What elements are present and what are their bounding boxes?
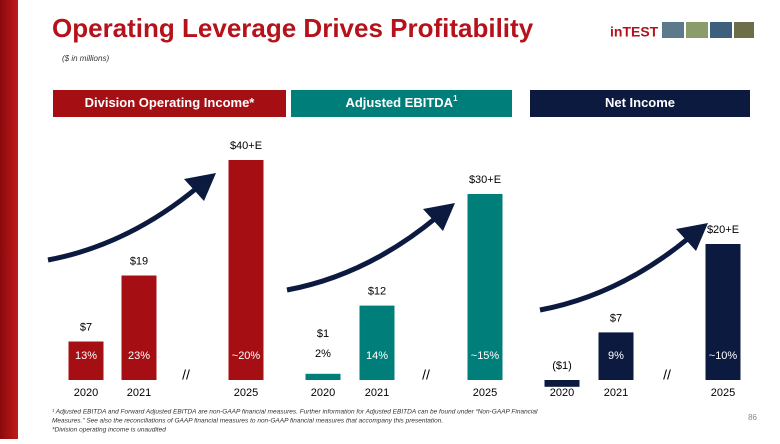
margin-label: 13% — [75, 350, 97, 362]
arrow-head — [184, 173, 216, 201]
arrow-body — [539, 235, 692, 313]
value-label: $7 — [80, 321, 92, 333]
margin-label: 2% — [315, 348, 331, 360]
margin-label: 9% — [608, 350, 624, 362]
bar — [359, 305, 395, 380]
logo: inTEST — [610, 24, 659, 40]
footnote: *Division operating income is unaudited — [52, 427, 166, 434]
slide-title: Operating Leverage Drives Profitability — [52, 13, 534, 43]
x-tick-label: 2025 — [711, 387, 735, 399]
bar — [705, 244, 741, 380]
margin-label: ~20% — [232, 350, 261, 362]
x-tick-label: 2020 — [74, 387, 98, 399]
footnote: Measures.” See also the reconciliations … — [52, 418, 443, 425]
page-number: 86 — [748, 413, 757, 422]
growth-arrow — [286, 203, 455, 293]
margin-label: 23% — [128, 350, 150, 362]
x-tick-label: 2020 — [550, 387, 574, 399]
axis-break: // — [182, 367, 190, 383]
x-tick-label: 2025 — [234, 387, 258, 399]
axis-break: // — [422, 367, 430, 383]
chart-title-text: Adjusted EBITDA — [345, 95, 453, 110]
x-tick-label: 2025 — [473, 387, 497, 399]
bar — [467, 194, 503, 380]
chart-title-sup: 1 — [453, 94, 458, 103]
header-box — [291, 90, 512, 117]
bar — [228, 160, 264, 380]
value-label: ($1) — [552, 360, 572, 372]
value-label: $1 — [317, 328, 329, 340]
x-tick-label: 2020 — [311, 387, 335, 399]
bar — [121, 275, 157, 380]
subtitle: ($ in millions) — [62, 54, 109, 63]
value-label: $40+E — [230, 140, 262, 152]
header-box — [53, 90, 286, 117]
arrow-head — [676, 223, 708, 251]
value-label: $7 — [610, 312, 622, 324]
growth-arrow — [539, 223, 708, 313]
bar — [305, 373, 341, 380]
chart-title: Net Income — [605, 95, 675, 110]
header-box — [530, 90, 750, 117]
margin-label: 14% — [366, 350, 388, 362]
chart-title: Division Operating Income* — [85, 95, 256, 110]
arrow-body — [286, 215, 439, 293]
axis-break: // — [663, 367, 671, 383]
bar — [544, 380, 580, 387]
arrow-head — [423, 203, 455, 231]
value-label: $12 — [368, 286, 386, 298]
x-tick-label: 2021 — [365, 387, 389, 399]
x-tick-label: 2021 — [604, 387, 628, 399]
value-label: $30+E — [469, 174, 501, 186]
logo-images — [662, 22, 754, 38]
margin-label: ~15% — [471, 350, 500, 362]
chart-title-text: Division Operating Income* — [85, 95, 256, 110]
bar — [68, 341, 104, 380]
x-tick-label: 2021 — [127, 387, 151, 399]
chart-title: Adjusted EBITDA1 — [345, 94, 458, 110]
side-strip — [0, 0, 18, 439]
chart-title-text: Net Income — [605, 95, 675, 110]
arrow-body — [47, 185, 200, 263]
bar — [598, 332, 634, 380]
value-label: $20+E — [707, 224, 739, 236]
margin-label: ~10% — [709, 350, 738, 362]
value-label: $19 — [130, 255, 148, 267]
growth-arrow — [47, 173, 216, 263]
footnote: ¹ Adjusted EBITDA and Forward Adjusted E… — [52, 409, 538, 416]
